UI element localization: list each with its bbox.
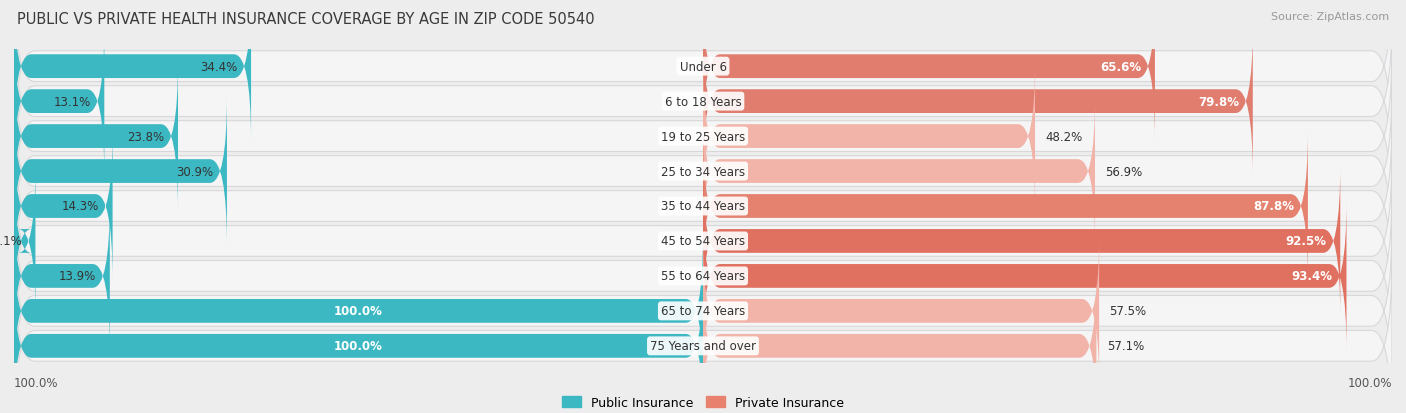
Text: 87.8%: 87.8% [1253, 200, 1294, 213]
FancyBboxPatch shape [703, 26, 1253, 177]
FancyBboxPatch shape [14, 222, 1392, 401]
Text: 55 to 64 Years: 55 to 64 Years [661, 270, 745, 283]
Text: 23.8%: 23.8% [127, 130, 165, 143]
Text: 48.2%: 48.2% [1046, 130, 1083, 143]
Text: 65 to 74 Years: 65 to 74 Years [661, 305, 745, 318]
FancyBboxPatch shape [14, 117, 1392, 296]
Text: 57.5%: 57.5% [1109, 305, 1147, 318]
FancyBboxPatch shape [14, 62, 179, 212]
FancyBboxPatch shape [14, 47, 1392, 226]
Text: 19 to 25 Years: 19 to 25 Years [661, 130, 745, 143]
Text: 75 Years and over: 75 Years and over [650, 339, 756, 352]
Text: 65.6%: 65.6% [1099, 61, 1142, 74]
Text: 14.3%: 14.3% [62, 200, 98, 213]
FancyBboxPatch shape [14, 96, 226, 247]
Text: PUBLIC VS PRIVATE HEALTH INSURANCE COVERAGE BY AGE IN ZIP CODE 50540: PUBLIC VS PRIVATE HEALTH INSURANCE COVER… [17, 12, 595, 27]
Text: 13.9%: 13.9% [59, 270, 96, 283]
FancyBboxPatch shape [14, 257, 1392, 413]
Text: 56.9%: 56.9% [1105, 165, 1143, 178]
Text: 25 to 34 Years: 25 to 34 Years [661, 165, 745, 178]
Text: 100.0%: 100.0% [335, 305, 382, 318]
Text: 93.4%: 93.4% [1292, 270, 1333, 283]
FancyBboxPatch shape [703, 0, 1154, 142]
FancyBboxPatch shape [14, 187, 1392, 366]
FancyBboxPatch shape [703, 166, 1340, 317]
Text: 79.8%: 79.8% [1198, 95, 1239, 108]
Text: 34.4%: 34.4% [200, 61, 238, 74]
Text: 100.0%: 100.0% [1347, 376, 1392, 389]
FancyBboxPatch shape [14, 131, 112, 282]
FancyBboxPatch shape [14, 201, 110, 351]
Text: 57.1%: 57.1% [1107, 339, 1144, 352]
Text: 3.1%: 3.1% [0, 235, 21, 248]
FancyBboxPatch shape [703, 236, 1099, 387]
FancyBboxPatch shape [14, 152, 1392, 331]
FancyBboxPatch shape [14, 0, 252, 142]
FancyBboxPatch shape [14, 166, 35, 317]
FancyBboxPatch shape [14, 0, 1392, 156]
FancyBboxPatch shape [703, 96, 1095, 247]
FancyBboxPatch shape [703, 201, 1347, 351]
FancyBboxPatch shape [14, 236, 703, 387]
FancyBboxPatch shape [703, 271, 1097, 413]
Legend: Public Insurance, Private Insurance: Public Insurance, Private Insurance [557, 391, 849, 413]
Text: 13.1%: 13.1% [53, 95, 90, 108]
Text: 30.9%: 30.9% [176, 165, 214, 178]
FancyBboxPatch shape [14, 26, 104, 177]
Text: 6 to 18 Years: 6 to 18 Years [665, 95, 741, 108]
Text: 92.5%: 92.5% [1285, 235, 1326, 248]
Text: 100.0%: 100.0% [14, 376, 59, 389]
Text: 35 to 44 Years: 35 to 44 Years [661, 200, 745, 213]
Text: Under 6: Under 6 [679, 61, 727, 74]
Text: 45 to 54 Years: 45 to 54 Years [661, 235, 745, 248]
FancyBboxPatch shape [703, 62, 1035, 212]
FancyBboxPatch shape [14, 82, 1392, 261]
Text: Source: ZipAtlas.com: Source: ZipAtlas.com [1271, 12, 1389, 22]
FancyBboxPatch shape [14, 12, 1392, 191]
FancyBboxPatch shape [703, 131, 1308, 282]
FancyBboxPatch shape [14, 271, 703, 413]
Text: 100.0%: 100.0% [335, 339, 382, 352]
